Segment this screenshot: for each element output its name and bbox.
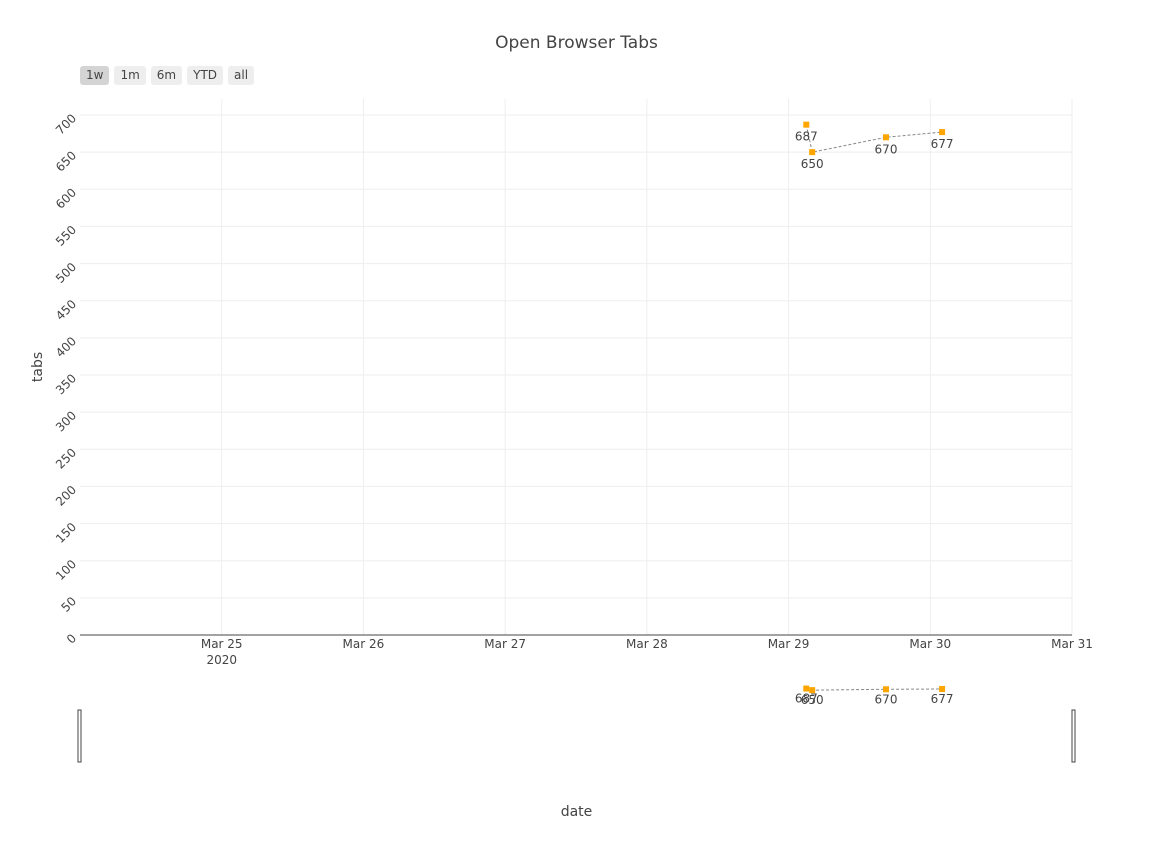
y-tick-label: 100 — [53, 557, 79, 583]
data-point — [883, 134, 889, 141]
x-axis-title: date — [560, 804, 593, 820]
data-label: 650 — [801, 157, 824, 171]
range-slider-label: 670 — [875, 692, 898, 706]
range-slider-handle-left — [77, 709, 82, 763]
x-year-label: 2020 — [206, 653, 237, 667]
y-tick-label: 300 — [53, 408, 79, 434]
data-point — [803, 121, 810, 128]
range-slider-line — [806, 688, 943, 691]
range-slider-point — [939, 685, 946, 692]
range-slider-label: 650 — [801, 693, 824, 707]
y-tick-label: 250 — [53, 446, 79, 472]
y-tick-label: 550 — [53, 223, 79, 249]
y-tick-label: 700 — [53, 111, 79, 137]
range-button-1w[interactable]: 1w — [80, 66, 110, 85]
x-tick-label: Mar 28 — [626, 637, 668, 651]
x-tick-label: Mar 31 — [1051, 637, 1093, 651]
y-tick-label: 450 — [53, 297, 79, 323]
data-label: 687 — [795, 130, 818, 144]
range-slider-point — [809, 687, 816, 694]
y-tick-label: 500 — [53, 260, 79, 286]
y-tick-label: 650 — [53, 148, 79, 174]
data-point — [939, 129, 946, 136]
x-tick-label: Mar 25 — [201, 637, 243, 651]
series-line — [805, 124, 943, 153]
y-tick-label: 600 — [53, 186, 79, 212]
x-tick-label: Mar 26 — [343, 637, 385, 651]
range-button-ytd[interactable]: YTD — [187, 66, 224, 85]
data-label: 677 — [931, 137, 954, 151]
range-slider-label: 687 — [795, 692, 818, 706]
range-button-all[interactable]: all — [228, 66, 255, 85]
x-tick-label: Mar 29 — [768, 637, 810, 651]
y-axis-title: tabs — [30, 351, 46, 383]
y-tick-label: 350 — [53, 371, 79, 397]
range-button-6m[interactable]: 6m — [150, 66, 183, 85]
range-slider-point — [803, 685, 810, 692]
y-tick-label: 150 — [53, 520, 79, 546]
y-tick-label: 400 — [53, 334, 79, 360]
y-tick-label: 50 — [58, 594, 79, 615]
x-tick-label: Mar 30 — [909, 637, 951, 651]
range-button-1m[interactable]: 1m — [114, 66, 146, 85]
y-tick-label: 200 — [53, 483, 79, 509]
range-slider-point — [883, 686, 889, 693]
range-selector: 1w 1m 6m YTD all — [80, 66, 255, 85]
range-slider-label: 677 — [931, 692, 954, 706]
data-point — [809, 149, 816, 156]
x-tick-label: Mar 27 — [484, 637, 526, 651]
data-label: 670 — [875, 142, 898, 156]
y-tick-label: 0 — [64, 631, 79, 646]
range-slider-handle-right — [1071, 709, 1076, 763]
chart-title: Open Browser Tabs — [495, 33, 658, 53]
